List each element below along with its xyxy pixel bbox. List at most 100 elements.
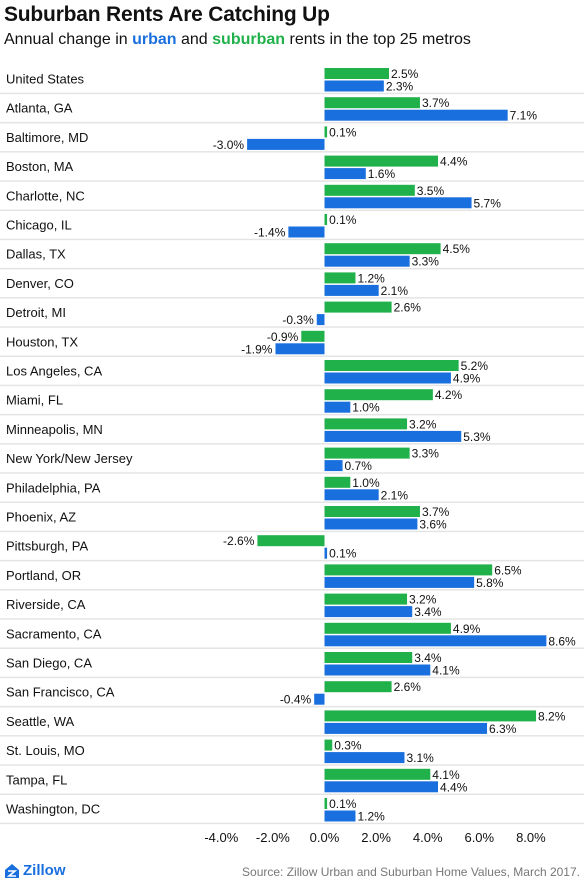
row-separator xyxy=(0,326,584,328)
data-label: -3.0% xyxy=(213,138,245,152)
data-label: 5.2% xyxy=(461,359,489,373)
suburban-bar xyxy=(324,301,392,313)
urban-bar xyxy=(324,197,472,209)
data-label: 4.4% xyxy=(440,780,468,794)
data-label: 2.6% xyxy=(394,680,422,694)
data-label: 3.2% xyxy=(409,593,437,607)
data-label: 1.2% xyxy=(357,271,385,285)
row-separator xyxy=(0,822,584,825)
data-label: 6.5% xyxy=(494,563,522,577)
data-label: 3.6% xyxy=(419,518,447,532)
urban-bar xyxy=(247,138,325,150)
x-tick-label: -2.0% xyxy=(256,830,290,845)
row-separator xyxy=(0,121,584,124)
row-separator xyxy=(0,735,584,737)
data-label: 3.4% xyxy=(414,651,442,665)
suburban-bar xyxy=(324,447,410,459)
data-label: -0.4% xyxy=(280,693,312,707)
subtitle-pre: Annual change in xyxy=(4,31,133,48)
x-tick-label: 2.0% xyxy=(361,830,391,845)
row-separator xyxy=(0,297,584,299)
urban-bar xyxy=(324,664,431,676)
chart-subtitle: Annual change in urban and suburban rent… xyxy=(4,31,471,49)
x-tick-label: -4.0% xyxy=(204,830,238,845)
data-label: 5.3% xyxy=(463,430,491,444)
data-label: 7.1% xyxy=(510,109,538,123)
suburban-bar xyxy=(324,622,451,634)
suburban-bar xyxy=(324,214,328,225)
source-note: Source: Zillow Urban and Suburban Home V… xyxy=(242,865,580,879)
urban-bar xyxy=(324,255,410,267)
category-label: Washington, DC xyxy=(6,802,100,817)
row-separator xyxy=(0,705,584,708)
row-separator xyxy=(0,618,584,620)
row-separator xyxy=(0,180,584,182)
data-label: 4.9% xyxy=(453,372,481,386)
data-label: 0.7% xyxy=(345,459,373,473)
urban-bar xyxy=(324,576,475,588)
urban-bar xyxy=(324,635,547,647)
data-label: 1.6% xyxy=(368,167,396,181)
suburban-bar xyxy=(324,798,328,809)
zillow-logo-icon xyxy=(5,863,19,878)
category-label: Sacramento, CA xyxy=(6,626,102,641)
legend-urban: urban xyxy=(132,31,177,48)
suburban-bar xyxy=(324,739,333,751)
row-separator xyxy=(0,384,584,387)
data-label: -0.9% xyxy=(267,330,299,344)
data-label: 3.7% xyxy=(422,505,450,519)
data-label: 3.4% xyxy=(414,605,442,619)
urban-bar xyxy=(324,284,379,296)
row-separator xyxy=(0,764,584,766)
category-label: Charlotte, NC xyxy=(6,188,85,203)
data-label: 4.2% xyxy=(435,388,463,402)
row-separator xyxy=(0,355,584,357)
suburban-bar xyxy=(324,418,408,430)
zillow-logo: Zillow xyxy=(4,862,66,879)
suburban-bar xyxy=(301,330,325,342)
urban-bar xyxy=(324,781,439,793)
data-label: 2.6% xyxy=(394,301,422,315)
urban-bar xyxy=(324,810,356,822)
category-label: Portland, OR xyxy=(6,568,81,583)
row-separator xyxy=(0,472,584,474)
category-label: Baltimore, MD xyxy=(6,130,88,145)
category-label: Houston, TX xyxy=(6,334,78,349)
category-label: Phoenix, AZ xyxy=(6,510,76,525)
suburban-bar xyxy=(257,535,325,547)
suburban-bar xyxy=(324,126,328,138)
suburban-bar xyxy=(324,155,439,167)
row-separator xyxy=(0,647,584,649)
data-label: 4.1% xyxy=(432,664,460,678)
brand-name: Zillow xyxy=(23,862,66,879)
data-label: 5.8% xyxy=(476,576,504,590)
data-label: 4.1% xyxy=(432,768,460,782)
data-label: 4.4% xyxy=(440,155,468,169)
subtitle-post: rents in the top 25 metros xyxy=(285,31,471,48)
category-label: Miami, FL xyxy=(6,393,63,408)
category-label: Minneapolis, MN xyxy=(6,422,103,437)
urban-bar xyxy=(324,547,328,559)
data-label: 2.1% xyxy=(381,488,409,502)
urban-bar xyxy=(314,693,325,705)
urban-bar xyxy=(324,372,451,384)
category-label: Dallas, TX xyxy=(6,247,66,262)
suburban-bar xyxy=(324,389,433,401)
row-separator xyxy=(0,238,584,241)
urban-bar xyxy=(324,722,488,734)
suburban-bar xyxy=(324,710,537,722)
data-label: 3.1% xyxy=(406,751,434,765)
suburban-bar xyxy=(324,593,408,605)
urban-bar xyxy=(324,168,366,180)
category-label: Pittsburgh, PA xyxy=(6,539,88,554)
category-label: St. Louis, MO xyxy=(6,743,85,758)
data-label: 0.1% xyxy=(329,125,357,139)
category-label: Denver, CO xyxy=(6,276,74,291)
category-label: Tampa, FL xyxy=(6,772,67,787)
category-label: Riverside, CA xyxy=(6,597,86,612)
category-label: Boston, MA xyxy=(6,159,74,174)
category-label: Philadelphia, PA xyxy=(6,480,101,495)
row-separator xyxy=(0,589,584,591)
suburban-bar xyxy=(324,564,493,576)
urban-bar xyxy=(316,314,325,326)
